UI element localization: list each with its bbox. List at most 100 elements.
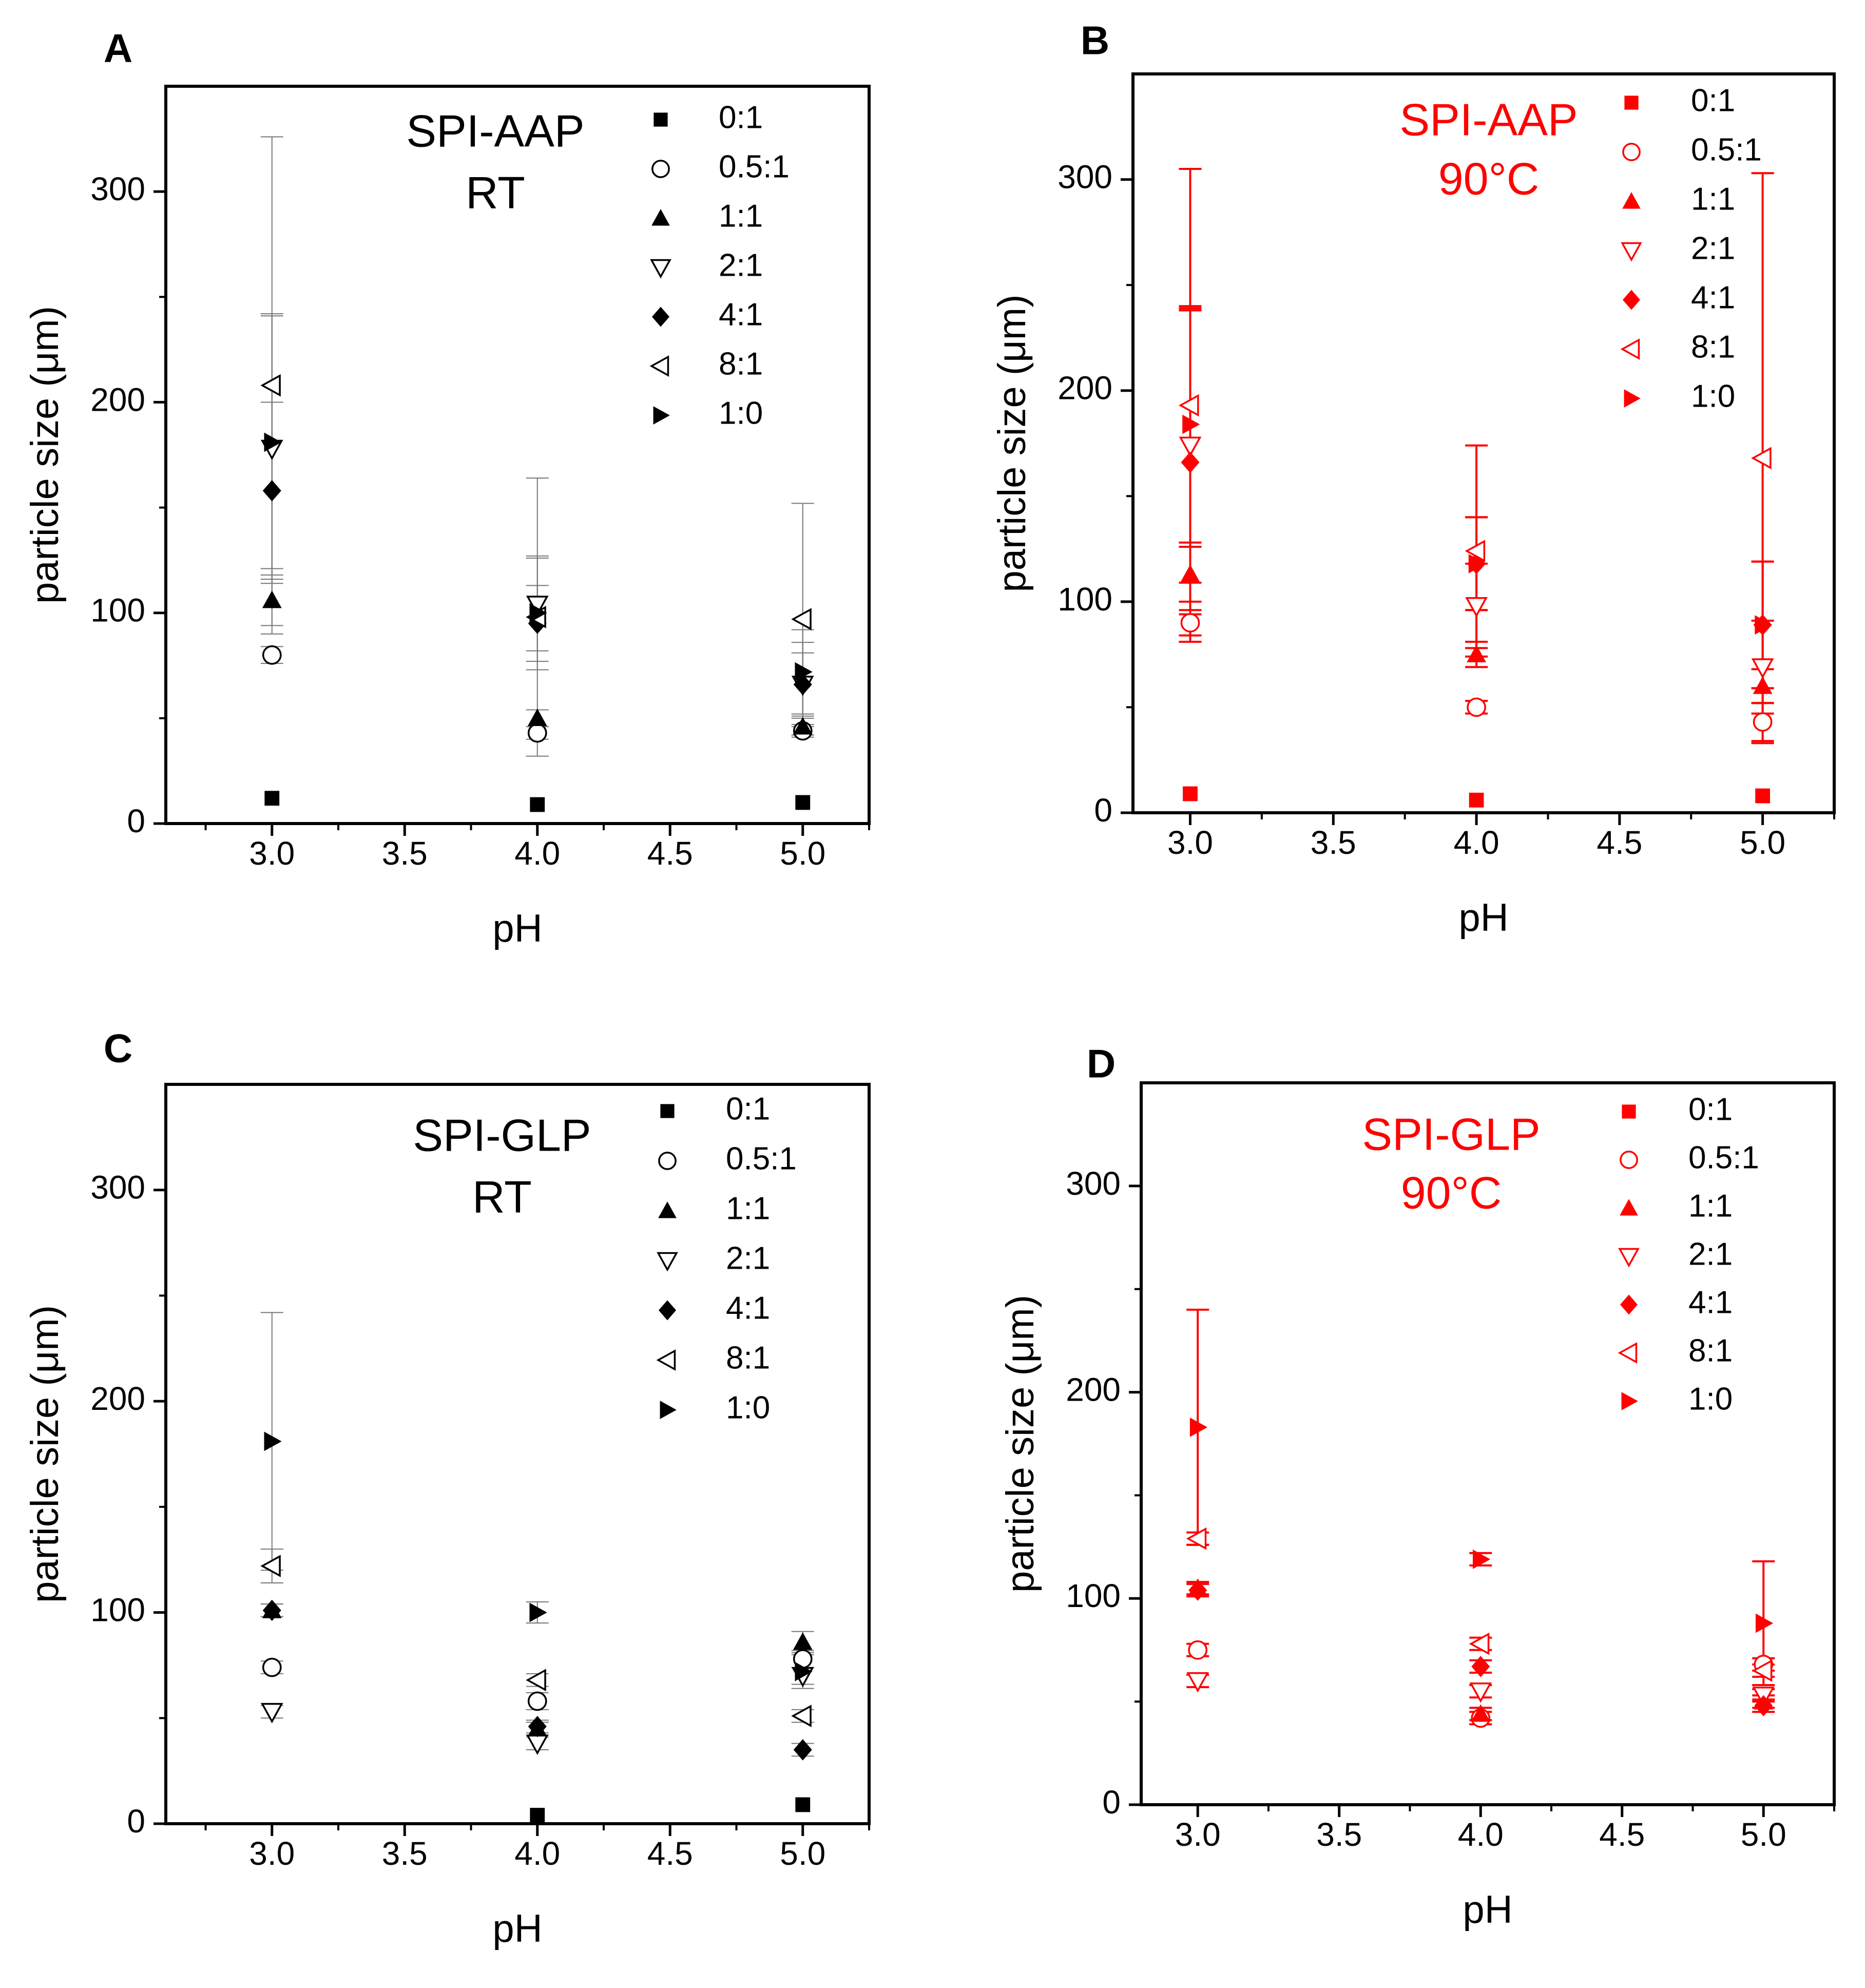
data-point — [260, 1703, 283, 1724]
legend-label: 0:1 — [1688, 1092, 1733, 1127]
x-tick-label: 3.0 — [1167, 824, 1213, 861]
data-point — [1468, 553, 1486, 574]
data-point — [527, 723, 547, 743]
legend-marker — [652, 307, 669, 327]
x-tick-label: 4.5 — [647, 835, 693, 872]
y-tick-label: 100 — [90, 592, 145, 629]
legend-marker — [660, 1401, 677, 1419]
data-point — [1189, 1417, 1208, 1437]
x-tick-label: 3.0 — [249, 835, 295, 872]
annotation-line-1: SPI-AAP — [1399, 94, 1578, 145]
x-tick-label: 5.0 — [780, 835, 825, 872]
y-axis-label: particle size (μm) — [23, 306, 67, 604]
annotation-line-2: 90°C — [1401, 1167, 1502, 1218]
data-point — [260, 374, 281, 397]
data-point — [1465, 597, 1488, 618]
data-point — [1469, 1683, 1492, 1703]
x-tick-label: 3.5 — [382, 1835, 428, 1872]
data-point — [262, 480, 281, 502]
x-axis-label: pH — [492, 907, 542, 950]
data-point — [1465, 540, 1486, 563]
legend-label: 1:1 — [1688, 1188, 1733, 1224]
data-point — [793, 1739, 812, 1761]
x-axis-label: pH — [492, 1907, 542, 1951]
legend-label: 0.5:1 — [726, 1141, 797, 1176]
legend-marker — [651, 160, 670, 178]
legend-marker — [649, 355, 669, 377]
plot-frame — [1140, 1081, 1836, 1806]
data-point — [1751, 658, 1774, 679]
legend-label: 0:1 — [719, 100, 763, 135]
annotation-line-1: SPI-AAP — [406, 105, 584, 156]
x-tick-label: 3.0 — [249, 1835, 295, 1872]
legend-label: 1:0 — [726, 1390, 770, 1425]
data-point — [527, 1691, 547, 1711]
data-point — [526, 1669, 546, 1692]
legend-marker — [1623, 290, 1640, 310]
legend-marker — [1622, 143, 1641, 161]
legend-marker — [653, 112, 668, 127]
data-point — [262, 645, 282, 665]
y-tick-label: 100 — [90, 1591, 145, 1628]
chart-panel-c: C 3.0 3.5 4.0 4.5 5.0 0 100 200 300 pH particle siz… — [23, 1026, 871, 1951]
legend-label: 2:1 — [1688, 1236, 1733, 1272]
y-tick-label: 0 — [1094, 792, 1112, 829]
legend-marker — [658, 1152, 677, 1170]
legend-marker — [657, 1252, 678, 1272]
legend-marker — [1620, 338, 1640, 360]
panel-label: A — [104, 26, 132, 71]
legend-marker — [656, 1349, 676, 1371]
legend-label: 2:1 — [726, 1240, 770, 1276]
data-point — [795, 1661, 813, 1681]
data-point — [530, 1808, 545, 1823]
data-point — [1180, 613, 1200, 633]
x-tick-label: 4.0 — [514, 835, 560, 872]
x-tick-label: 5.0 — [780, 1835, 825, 1872]
y-tick-label: 100 — [1058, 581, 1112, 618]
x-tick-label: 3.5 — [382, 835, 428, 872]
data-point — [530, 797, 545, 812]
annotation-line-2: RT — [472, 1171, 532, 1222]
legend-label: 0.5:1 — [1688, 1140, 1759, 1175]
data-point — [795, 1797, 811, 1812]
y-tick-label: 0 — [127, 802, 145, 839]
legend-marker — [1621, 1392, 1638, 1410]
legend-label: 2:1 — [1691, 231, 1735, 266]
legend-marker — [1622, 1104, 1636, 1119]
data-point — [529, 603, 547, 623]
data-point — [260, 1555, 281, 1577]
legend-label: 1:1 — [726, 1191, 770, 1226]
panel-label: B — [1081, 18, 1109, 63]
legend-label: 8:1 — [719, 346, 763, 381]
legend-label: 4:1 — [1688, 1285, 1733, 1320]
x-tick-label: 4.5 — [1599, 1816, 1645, 1853]
data-point — [262, 590, 282, 608]
x-tick-label: 4.5 — [647, 1835, 693, 1872]
legend-label: 1:1 — [719, 198, 763, 234]
legend-marker — [660, 1104, 675, 1118]
y-axis-label: particle size (μm) — [998, 1295, 1042, 1593]
x-axis-label: pH — [1463, 1888, 1512, 1932]
y-tick-label: 200 — [90, 1380, 145, 1417]
plot-frame — [164, 85, 871, 825]
data-point — [1751, 447, 1772, 470]
legend-marker — [1620, 1199, 1638, 1216]
legend-marker — [650, 259, 671, 279]
data-point — [1471, 1704, 1491, 1722]
data-point — [1182, 414, 1200, 434]
y-tick-label: 200 — [90, 381, 145, 418]
x-tick-label: 5.0 — [1741, 1816, 1786, 1853]
x-tick-label: 5.0 — [1740, 824, 1785, 861]
data-point — [262, 1599, 281, 1621]
annotation-line-2: 90°C — [1438, 153, 1540, 204]
annotation-line-2: RT — [466, 167, 525, 218]
data-point — [1181, 451, 1200, 473]
legend-label: 1:0 — [719, 395, 763, 431]
y-tick-label: 0 — [127, 1803, 145, 1840]
y-tick-label: 100 — [1066, 1577, 1121, 1614]
legend-marker — [658, 1201, 677, 1218]
data-point — [527, 708, 547, 727]
data-point — [1186, 1672, 1209, 1693]
data-point — [1188, 1579, 1207, 1601]
